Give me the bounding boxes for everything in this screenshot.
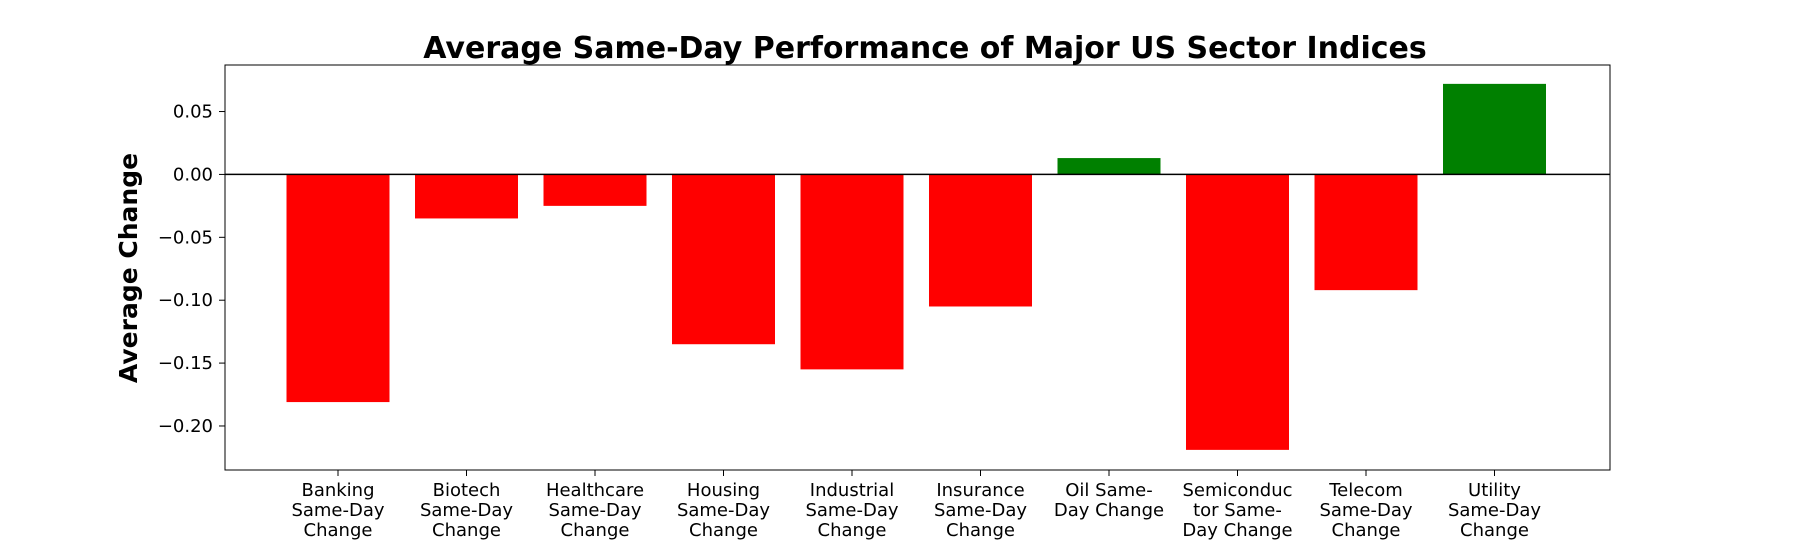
- bar-8: [1314, 174, 1418, 291]
- x-tick-label: Biotech Same-Day Change: [420, 480, 513, 540]
- bar-0: [286, 174, 390, 403]
- x-tick-label: Semiconduc tor Same-Day Change: [1182, 480, 1292, 540]
- y-tick-label: −0.05: [158, 227, 213, 248]
- x-tick-label: Healthcare Same-Day Change: [546, 480, 644, 540]
- x-tick-label: Housing Same-Day Change: [677, 480, 770, 540]
- y-axis: 0.05 0.00 −0.05 −0.10 −0.15 −0.20: [158, 102, 225, 437]
- chart-title: Average Same-Day Performance of Major US…: [423, 31, 1426, 66]
- x-tick-label: Utility Same-Day Change: [1448, 480, 1541, 540]
- bar-4: [800, 174, 904, 370]
- bar-1: [415, 174, 518, 219]
- y-tick-label: −0.20: [158, 416, 213, 437]
- y-tick-label: 0.05: [173, 102, 213, 123]
- bar-5: [929, 174, 1032, 307]
- y-axis-label: Average Change: [114, 153, 143, 383]
- bar-9: [1443, 83, 1546, 175]
- y-tick-label: 0.00: [173, 164, 213, 185]
- x-axis: Banking Same-Day Change Biotech Same-Day Chan…: [291, 470, 1541, 540]
- x-tick-label: Oil Same-Day Change: [1054, 480, 1164, 521]
- bar-2: [543, 174, 647, 206]
- x-tick-label: Banking Same-Day Change: [291, 480, 384, 540]
- x-tick-label: Industrial Same-Day Change: [805, 480, 898, 540]
- y-tick-label: −0.10: [158, 290, 213, 311]
- bar-6: [1057, 158, 1161, 175]
- x-tick-label: Insurance Same-Day Change: [934, 480, 1027, 540]
- plot-frame: [224, 64, 1611, 471]
- y-tick-label: −0.15: [158, 353, 213, 374]
- bars-group: [286, 83, 1546, 450]
- bar-3: [672, 174, 775, 345]
- bar-7: [1186, 174, 1289, 450]
- x-tick-label: Telecom Same-Day Change: [1319, 480, 1412, 540]
